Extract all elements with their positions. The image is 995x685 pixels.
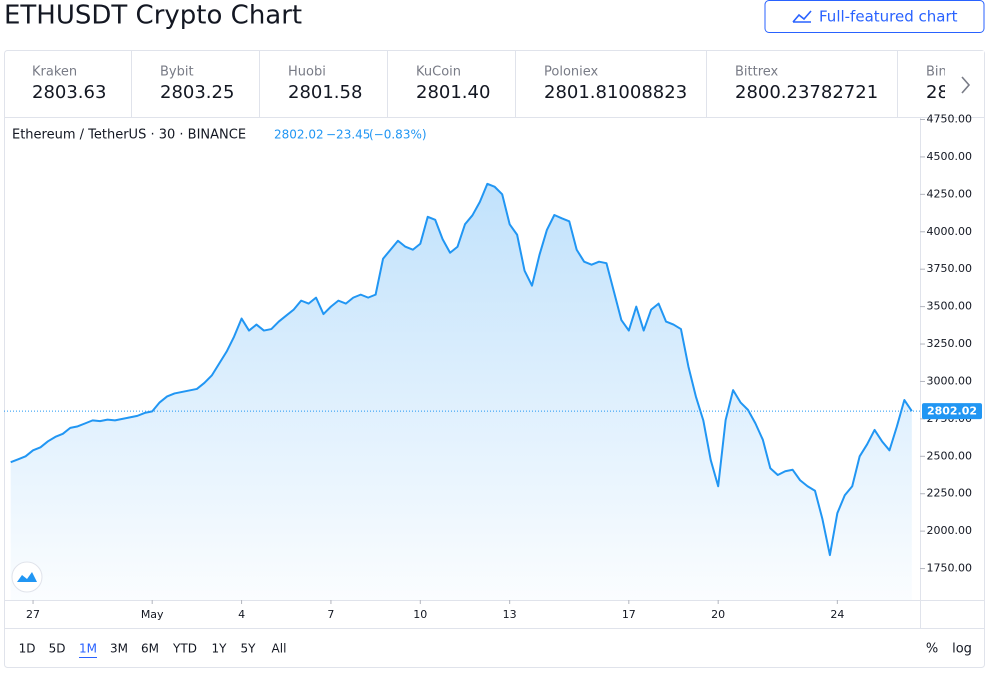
x-tick-label: 13: [503, 608, 517, 621]
button-icon: [792, 10, 812, 23]
exchange-row: Kraken 2803.63 Bybit 2803.25 Huobi 2801.58 KuC…: [32, 51, 949, 117]
plot: [4, 182, 920, 600]
toolbar: 1D 5D 1M 3M 6M YTD 1Y 5Y All% log: [19, 642, 972, 658]
last-price-box: [922, 403, 982, 420]
y-tick-label: 2500.00: [927, 449, 973, 462]
scale-button[interactable]: log: [952, 642, 972, 657]
exchange-price: 2800.23782721: [735, 82, 878, 103]
x-tick-label: 4: [238, 608, 245, 621]
exchange-price: 2803.25: [160, 82, 234, 103]
exchange-name: Bin: [926, 65, 947, 80]
x-tick-label: 7: [327, 608, 334, 621]
logo-circle: [11, 561, 43, 593]
legend-symbol: Ethereum / TetherUS · 30 · BINANCE: [12, 128, 246, 143]
scale-button[interactable]: %: [926, 642, 938, 657]
legend-change-pct: (−0.83%): [369, 128, 427, 142]
last-price-label: 2802.02: [927, 405, 977, 418]
exchange-price: 28: [926, 82, 949, 103]
y-tick-label: 3500.00: [927, 300, 973, 313]
price-line: [10, 182, 913, 557]
x-tick-label: 24: [830, 608, 844, 621]
y-tick-label: 4750.00: [927, 112, 973, 125]
logo-mark: [17, 572, 37, 582]
exchange-name: KuCoin: [416, 65, 461, 80]
range-button[interactable]: YTD: [172, 642, 197, 656]
button-label: Full-featured chart: [819, 8, 958, 26]
y-tick-label: 3250.00: [927, 337, 973, 350]
exchange-price: 2803.63: [32, 82, 106, 103]
range-button[interactable]: 3M: [110, 642, 128, 656]
arrow-bg: [945, 51, 984, 117]
range-button[interactable]: 5Y: [241, 642, 257, 656]
range-button[interactable]: 1D: [19, 642, 36, 656]
y-tick-label: 4000.00: [927, 225, 973, 238]
y-tick-label: 2250.00: [927, 487, 973, 500]
exchange-name: Bybit: [160, 65, 194, 80]
exchange-price: 2801.58: [288, 82, 362, 103]
x-tick-label: 27: [26, 608, 40, 621]
y-tick-label: 2000.00: [927, 524, 973, 537]
range-button[interactable]: 5D: [49, 642, 66, 656]
y-tick-label: 3000.00: [927, 374, 973, 387]
button-frame: [764, 0, 985, 33]
area: [10, 183, 912, 600]
exchange-name: Kraken: [32, 65, 77, 80]
axes: 1750.002000.002250.002500.002750.003000.…: [26, 112, 982, 621]
exchange-price: 2801.40: [416, 82, 490, 103]
arrow-icon: [961, 76, 971, 94]
exchange-price: 2801.81008823: [544, 82, 687, 103]
x-tick-label: 10: [413, 608, 427, 621]
legend: Ethereum / TetherUS · 30 · BINANCE 2802.…: [12, 128, 427, 143]
next-arrow[interactable]: [945, 51, 984, 117]
exchange-name: Bittrex: [735, 65, 779, 80]
y-tick-label: 4500.00: [927, 150, 973, 163]
range-button[interactable]: 1M: [79, 642, 97, 656]
range-button[interactable]: All: [272, 642, 287, 656]
y-tick-label: 4250.00: [927, 187, 973, 200]
logo[interactable]: [11, 561, 43, 593]
y-tick-label: 1750.00: [927, 562, 973, 575]
exchange-name: Poloniex: [544, 65, 599, 80]
legend-change: −23.45: [326, 128, 370, 142]
range-button[interactable]: 6M: [141, 642, 159, 656]
y-tick-label: 3750.00: [927, 262, 973, 275]
exchange-name: Huobi: [288, 65, 326, 80]
full-chart-button[interactable]: Full-featured chart: [764, 0, 985, 33]
x-tick-label: 17: [622, 608, 636, 621]
page-title: ETHUSDT Crypto Chart: [4, 1, 302, 31]
x-tick-label: May: [141, 608, 164, 621]
range-button[interactable]: 1Y: [212, 642, 228, 656]
legend-price: 2802.02: [274, 128, 324, 142]
x-tick-label: 20: [711, 608, 725, 621]
